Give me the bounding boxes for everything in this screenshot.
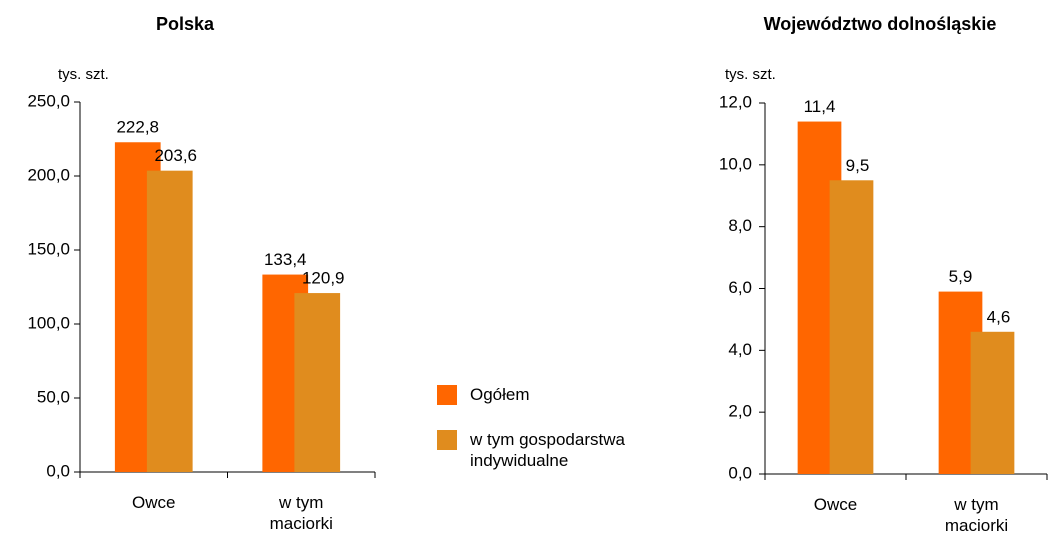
value-label: 5,9 <box>949 267 973 286</box>
bar <box>146 170 193 472</box>
y-tick-label: 150,0 <box>27 239 70 258</box>
x-tick-label: w tym maciorki <box>269 493 333 533</box>
value-label: 11,4 <box>804 97 836 116</box>
chart-title: Polska <box>156 14 215 34</box>
bar <box>829 180 874 474</box>
y-tick-label: 8,0 <box>728 216 752 235</box>
value-label: 133,4 <box>264 250 307 269</box>
value-label: 9,5 <box>846 156 870 175</box>
legend-swatch <box>437 430 457 450</box>
value-label: 203,6 <box>154 146 197 165</box>
legend-label: w tym gospodarstwa indywidualne <box>470 430 625 470</box>
y-tick-label: 6,0 <box>728 278 752 297</box>
y-tick-label: 4,0 <box>728 340 752 359</box>
y-tick-label: 50,0 <box>37 387 70 406</box>
y-tick-label: 12,0 <box>719 92 752 111</box>
x-tick-label: w tym maciorki <box>944 495 1009 534</box>
axis-unit: tys. szt. <box>725 66 776 83</box>
bar <box>970 331 1015 474</box>
y-tick-label: 2,0 <box>728 402 752 421</box>
value-label: 4,6 <box>987 307 1011 326</box>
axis-unit: tys. szt. <box>58 66 109 83</box>
y-tick-label: 10,0 <box>719 154 752 173</box>
y-tick-label: 0,0 <box>46 461 70 480</box>
bar <box>294 293 341 472</box>
y-tick-label: 0,0 <box>728 463 752 482</box>
x-tick-label: Owce <box>132 493 176 512</box>
y-tick-label: 250,0 <box>27 91 70 110</box>
value-label: 222,8 <box>116 118 159 137</box>
y-tick-label: 200,0 <box>27 165 70 184</box>
legend-label: Ogółem <box>470 385 530 404</box>
x-tick-label: Owce <box>813 495 858 514</box>
chart-title: Województwo dolnośląskie <box>764 14 997 34</box>
y-tick-label: 100,0 <box>27 313 70 332</box>
legend-swatch <box>437 385 457 405</box>
value-label: 120,9 <box>302 269 345 288</box>
